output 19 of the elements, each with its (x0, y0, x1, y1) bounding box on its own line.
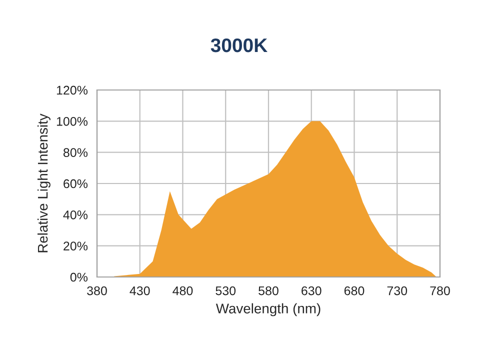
y-tick-label: 100% (56, 116, 88, 126)
chart-title: 3000K (210, 38, 268, 52)
y-tick-label: 20% (64, 242, 88, 250)
x-tick-label: 530 (216, 286, 236, 296)
y-tick-label: 40% (63, 210, 88, 220)
y-axis-title: Relative Light Intensity (38, 114, 50, 252)
x-tick-label: 630 (302, 286, 322, 296)
y-tick-label: 120% (56, 86, 88, 95)
x-axis-title: Wavelength (nm) (216, 303, 320, 316)
y-tick-label: 80% (64, 148, 88, 157)
x-tick-label: 580 (258, 286, 278, 296)
x-tick-label: 780 (430, 286, 450, 296)
y-tick-label: 60% (64, 179, 88, 188)
x-tick-label: 380 (87, 286, 107, 296)
x-tick-label: 730 (387, 286, 408, 296)
x-tick-label: 430 (130, 286, 150, 296)
y-tick-label: 0% (70, 272, 88, 282)
x-tick-label: 480 (172, 286, 193, 296)
x-tick-label: 680 (344, 286, 364, 296)
